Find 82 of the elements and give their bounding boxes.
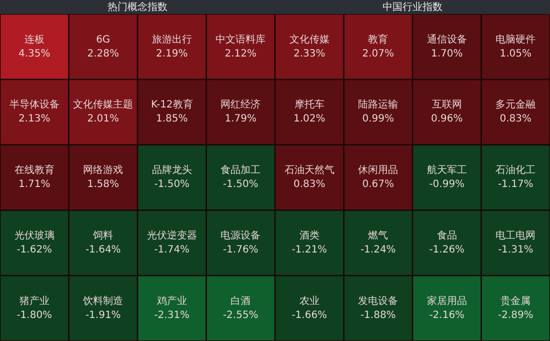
data-label: 4.35% (18, 48, 50, 60)
data-label: 2.33% (293, 48, 326, 60)
data-label: 0.99% (362, 114, 394, 125)
category-label: 电脑硬件 (496, 33, 536, 46)
category-label: 中文语料库 (216, 33, 266, 46)
data-label: -1.17% (498, 179, 534, 190)
data-label: -2.89% (498, 310, 534, 321)
data-label: 1.71% (18, 179, 50, 190)
category-label: 品牌龙头 (152, 164, 192, 176)
category-label: 文化传媒主题 (73, 98, 134, 111)
category-label: 食品 (436, 229, 457, 242)
data-label: -1.26% (429, 244, 465, 256)
category-label: 农业 (299, 294, 320, 307)
data-label: 1.70% (430, 48, 463, 60)
data-label: 2.13% (18, 114, 50, 125)
category-label: 贵金属 (500, 294, 531, 307)
category-label: 猪产业 (19, 294, 50, 307)
data-label: 0.67% (362, 179, 394, 190)
data-label: -1.76% (222, 244, 258, 256)
data-label: -1.80% (16, 310, 52, 321)
data-label: 2.07% (362, 48, 394, 60)
data-label: -1.66% (292, 310, 328, 321)
data-label: 2.28% (87, 48, 120, 60)
data-label: -2.16% (429, 310, 465, 321)
category-label: 多元金融 (496, 98, 536, 111)
category-label: 航天军工 (426, 164, 467, 176)
category-label: 教育 (368, 33, 388, 46)
category-label: 酒类 (299, 229, 320, 242)
data-label: 1.02% (293, 114, 326, 125)
category-label: 饮料制造 (82, 294, 124, 307)
category-label: K-12教育 (150, 98, 193, 111)
data-label: 2.19% (156, 48, 188, 60)
data-label: -2.55% (222, 310, 258, 321)
category-label: 网红经济 (220, 98, 261, 111)
category-label: 石油天然气 (284, 164, 334, 176)
category-label: 文化传媒 (289, 33, 330, 46)
category-label: 发电设备 (358, 294, 398, 307)
category-label: 饲料 (92, 229, 114, 242)
category-label: 电工电网 (496, 229, 536, 242)
header-strip: 热门概念指数 (0, 0, 275, 14)
category-label: 通信设备 (426, 33, 467, 46)
category-label: 光伏玻璃 (14, 229, 54, 242)
category-label: 互联网 (432, 98, 462, 111)
category-label: 在线教育 (14, 164, 54, 176)
data-label: -1.24% (360, 244, 396, 256)
category-label: 摩托车 (294, 98, 324, 111)
category-label: 白酒 (230, 294, 251, 307)
data-label: -2.31% (154, 310, 190, 321)
data-label: -1.21% (292, 244, 328, 256)
data-label: -1.50% (222, 179, 258, 190)
category-label: 半导体设备 (9, 98, 60, 111)
data-label: -1.62% (16, 244, 52, 256)
category-label: 石油化工 (496, 164, 536, 176)
data-label: 1.58% (87, 179, 120, 190)
data-label: 2.12% (224, 48, 257, 60)
data-label: -1.50% (154, 179, 190, 190)
data-label: -1.91% (85, 310, 121, 321)
category-label: 旅游出行 (152, 33, 192, 46)
data-label: 2.01% (87, 114, 120, 125)
category-label: 光伏逆变器 (146, 229, 197, 242)
data-label: -1.31% (498, 244, 534, 256)
data-label: 1.79% (224, 114, 257, 125)
category-label: 网络游戏 (83, 164, 124, 176)
category-label: 鸡产业 (156, 294, 187, 307)
data-label: -0.99% (429, 179, 465, 190)
category-label: 陆路运输 (358, 98, 398, 111)
category-label: 6G (96, 34, 110, 46)
data-label: 0.96% (430, 114, 463, 125)
data-label: 0.83% (500, 114, 532, 125)
category-label: 连板 (24, 33, 44, 46)
category-label: 休闲用品 (358, 164, 398, 176)
data-label: -1.88% (360, 310, 396, 321)
data-label: -1.64% (85, 244, 121, 256)
category-label: 燃气 (368, 229, 388, 242)
category-label: 家居用品 (426, 294, 467, 307)
data-label: 1.05% (500, 48, 532, 60)
header-strip: 中国行业指数 (275, 0, 550, 14)
category-label: 食品加工 (220, 164, 261, 176)
data-label: 1.85% (156, 114, 188, 125)
data-label: 0.83% (293, 179, 326, 190)
category-label: 电源设备 (220, 229, 261, 242)
data-label: -1.74% (154, 244, 190, 256)
